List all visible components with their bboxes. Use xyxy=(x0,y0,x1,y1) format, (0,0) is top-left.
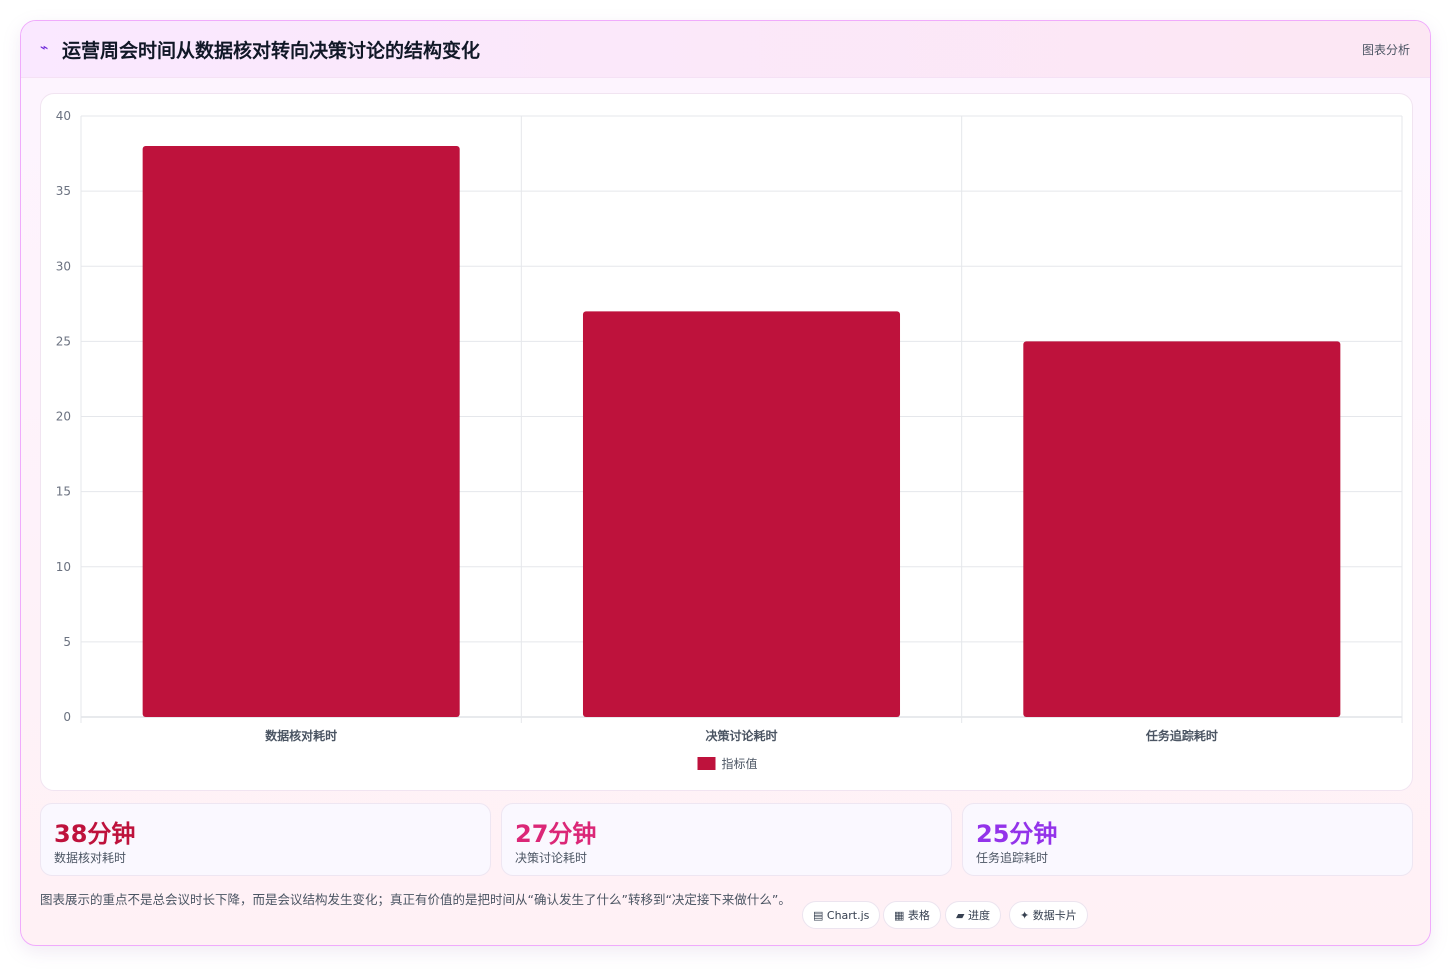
stat-label: 数据核对耗时 xyxy=(54,851,127,865)
x-tick-label: 数据核对耗时 xyxy=(265,728,337,743)
chart-panel: 0 5 10 15 20 25 30 35 40 数据核对耗时 决策讨论耗时 任务追踪耗时指标值 xyxy=(40,93,1413,791)
y-tick-label: 25 xyxy=(56,334,71,348)
y-tick-label: 10 xyxy=(56,560,71,574)
chip-data-cards[interactable]: ✦ 数据卡片 xyxy=(1009,901,1088,929)
bar xyxy=(142,146,460,718)
stat-value: 38分钟 xyxy=(54,820,136,848)
bar xyxy=(582,311,901,717)
y-tick-label: 20 xyxy=(56,410,71,424)
header-tag: 图表分析 xyxy=(1361,43,1410,57)
stat-label: 决策讨论耗时 xyxy=(515,851,588,865)
chart-line-icon: ⌁ xyxy=(40,40,49,56)
chip-progress[interactable]: ▰ 进度 xyxy=(945,901,1001,929)
y-tick-label: 35 xyxy=(56,184,71,198)
y-tick-label: 30 xyxy=(56,259,71,273)
stat-label: 任务追踪耗时 xyxy=(976,851,1049,865)
stat-card-0: 38分钟 数据核对耗时 xyxy=(40,803,491,876)
stat-value: 25分钟 xyxy=(976,820,1058,848)
chart-card: ⌁ 运营周会时间从数据核对转向决策讨论的结构变化 图表分析 0 5 10 15 20 25… xyxy=(20,20,1431,946)
stat-value: 27分钟 xyxy=(515,820,597,848)
legend-label: 指标值 xyxy=(722,756,758,771)
legend-swatch xyxy=(697,757,716,770)
chart-note: 图表展示的重点不是总会议时长下降，而是会议结构发生变化；真正有价值的是把时间从“… xyxy=(40,892,791,907)
y-tick-label: 0 xyxy=(63,710,71,724)
page-title: 运营周会时间从数据核对转向决策讨论的结构变化 xyxy=(62,40,481,62)
card-header: ⌁ 运营周会时间从数据核对转向决策讨论的结构变化 图表分析 xyxy=(21,21,1430,78)
bar xyxy=(1023,341,1341,717)
stat-card-2: 25分钟 任务追踪耗时 xyxy=(962,803,1413,876)
y-tick-label: 15 xyxy=(56,485,71,499)
chip-table[interactable]: ▦ 表格 xyxy=(883,901,941,929)
y-tick-label: 40 xyxy=(56,109,71,123)
x-tick-label: 任务追踪耗时 xyxy=(1145,728,1218,743)
chip-chartjs[interactable]: ▤ Chart.js xyxy=(802,901,881,929)
x-tick-label: 决策讨论耗时 xyxy=(705,728,777,743)
stat-card-1: 27分钟 决策讨论耗时 xyxy=(501,803,952,876)
y-tick-label: 5 xyxy=(63,635,71,649)
